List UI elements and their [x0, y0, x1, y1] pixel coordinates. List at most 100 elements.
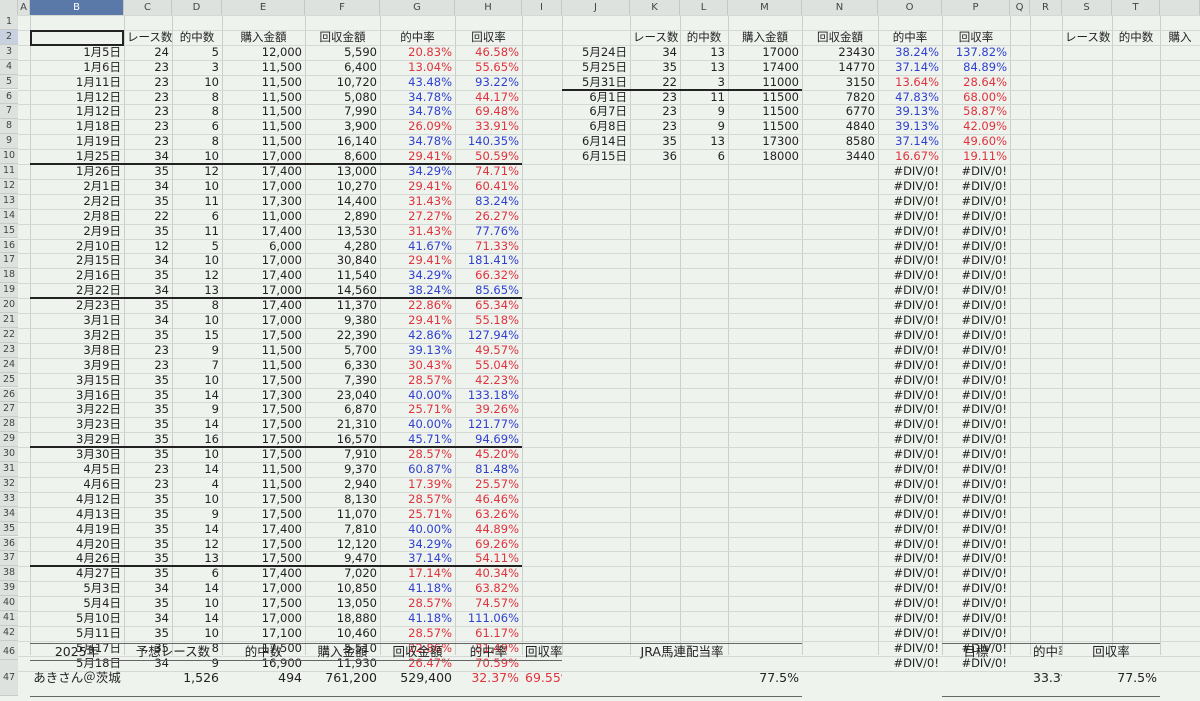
date-cell[interactable]: 5月31日 [582, 74, 627, 89]
data-cell[interactable]: 3440 [845, 149, 875, 164]
div-error-cell[interactable]: #DIV/0! [893, 342, 939, 357]
data-cell[interactable]: 6 [211, 566, 219, 581]
date-cell[interactable]: 2月8日 [83, 208, 121, 223]
data-cell[interactable]: 8 [211, 104, 219, 119]
data-cell[interactable]: 17000 [762, 44, 799, 59]
column-header[interactable]: L [680, 0, 728, 15]
data-cell[interactable]: 14,560 [336, 283, 377, 298]
data-cell[interactable]: 121.77% [467, 417, 519, 432]
data-cell[interactable]: 17,500 [261, 447, 302, 462]
div-error-cell[interactable]: #DIV/0! [961, 551, 1007, 566]
row-header[interactable]: 46 [0, 643, 18, 660]
data-cell[interactable]: 35 [154, 506, 169, 521]
column-header[interactable]: J [562, 0, 630, 15]
data-cell[interactable]: 8,600 [344, 149, 377, 164]
data-cell[interactable]: 81.48% [475, 462, 519, 476]
data-cell[interactable]: 16 [204, 432, 219, 447]
column-header[interactable]: K [630, 0, 680, 15]
div-error-cell[interactable]: #DIV/0! [893, 640, 939, 655]
column-header[interactable]: S [1062, 0, 1112, 15]
data-cell[interactable]: 23 [154, 119, 169, 134]
data-cell[interactable]: 39.26% [475, 402, 519, 417]
data-cell[interactable]: 17,500 [261, 551, 302, 566]
data-cell[interactable]: 17,300 [261, 193, 302, 208]
date-cell[interactable]: 3月15日 [76, 372, 121, 387]
div-error-cell[interactable]: #DIV/0! [893, 447, 939, 462]
date-cell[interactable]: 3月22日 [76, 402, 121, 417]
data-cell[interactable]: 34 [154, 655, 169, 670]
data-cell[interactable]: 44.89% [475, 521, 519, 536]
div-error-cell[interactable]: #DIV/0! [961, 625, 1007, 640]
date-cell[interactable]: 3月30日 [76, 447, 121, 462]
date-cell[interactable]: 5月11日 [76, 625, 121, 640]
data-cell[interactable]: 7,390 [344, 372, 377, 387]
data-cell[interactable]: 69.48% [475, 104, 519, 119]
data-cell[interactable]: 6,870 [344, 402, 377, 417]
data-cell[interactable]: 11,500 [261, 119, 302, 134]
data-cell[interactable]: 30.43% [408, 357, 452, 372]
data-cell[interactable]: 26.27% [475, 208, 519, 223]
data-cell[interactable]: 22 [154, 208, 169, 223]
data-cell[interactable]: 181.41% [467, 253, 519, 268]
data-cell[interactable]: 17,500 [261, 640, 302, 655]
data-cell[interactable]: 14 [204, 462, 219, 476]
column-header[interactable]: T [1112, 0, 1160, 15]
data-cell[interactable]: 14770 [838, 59, 875, 74]
data-cell[interactable]: 11,070 [336, 506, 377, 521]
data-cell[interactable]: 34 [154, 581, 169, 596]
data-cell[interactable]: 11500 [762, 89, 799, 104]
data-cell[interactable]: 34 [154, 178, 169, 193]
data-cell[interactable]: 17,000 [261, 149, 302, 164]
row-header[interactable]: 29 [0, 432, 18, 448]
row-header[interactable]: 22 [0, 327, 18, 343]
div-error-cell[interactable]: #DIV/0! [893, 387, 939, 402]
row-header[interactable]: 42 [0, 625, 18, 641]
data-cell[interactable]: 9,470 [344, 551, 377, 566]
div-error-cell[interactable]: #DIV/0! [961, 298, 1007, 313]
data-cell[interactable]: 23 [662, 89, 677, 104]
data-cell[interactable]: 17,100 [261, 625, 302, 640]
data-cell[interactable]: 26.09% [408, 119, 452, 134]
data-cell[interactable]: 14 [204, 521, 219, 536]
data-cell[interactable]: 5,700 [344, 342, 377, 357]
data-cell[interactable]: 9 [211, 506, 219, 521]
data-cell[interactable]: 34.78% [408, 134, 452, 149]
date-cell[interactable]: 6月1日 [589, 89, 627, 104]
date-cell[interactable]: 5月3日 [83, 581, 121, 596]
row-header[interactable]: 39 [0, 581, 18, 597]
data-cell[interactable]: 11,500 [261, 134, 302, 149]
row-header[interactable]: 4 [0, 59, 18, 75]
data-cell[interactable]: 23 [154, 74, 169, 89]
div-error-cell[interactable]: #DIV/0! [893, 596, 939, 611]
data-cell[interactable]: 34.29% [408, 164, 452, 178]
data-cell[interactable]: 31.49% [475, 640, 519, 655]
data-cell[interactable]: 23 [662, 104, 677, 119]
div-error-cell[interactable]: #DIV/0! [961, 268, 1007, 283]
data-cell[interactable]: 8580 [845, 134, 875, 149]
data-cell[interactable]: 2,890 [344, 208, 377, 223]
data-cell[interactable]: 23 [154, 89, 169, 104]
data-cell[interactable]: 35 [154, 536, 169, 551]
data-cell[interactable]: 34 [662, 44, 677, 59]
data-cell[interactable]: 35 [154, 521, 169, 536]
div-error-cell[interactable]: #DIV/0! [961, 253, 1007, 268]
data-cell[interactable]: 93.22% [475, 74, 519, 89]
row-header[interactable]: 33 [0, 491, 18, 507]
date-cell[interactable]: 4月20日 [76, 536, 121, 551]
date-cell[interactable]: 2月1日 [83, 178, 121, 193]
date-cell[interactable]: 3月16日 [76, 387, 121, 402]
data-cell[interactable]: 9 [211, 402, 219, 417]
date-cell[interactable]: 6月14日 [582, 134, 627, 149]
data-cell[interactable]: 28.57% [408, 625, 452, 640]
data-cell[interactable]: 3150 [845, 74, 875, 89]
data-cell[interactable]: 11500 [762, 119, 799, 134]
row-header[interactable]: 3 [0, 44, 18, 60]
row-header[interactable]: 24 [0, 357, 18, 373]
data-cell[interactable]: 9 [211, 342, 219, 357]
date-cell[interactable]: 2月2日 [83, 193, 121, 208]
column-header[interactable]: D [172, 0, 222, 15]
date-cell[interactable]: 2月15日 [76, 253, 121, 268]
data-cell[interactable]: 7,910 [344, 447, 377, 462]
row-header[interactable]: 37 [0, 551, 18, 567]
